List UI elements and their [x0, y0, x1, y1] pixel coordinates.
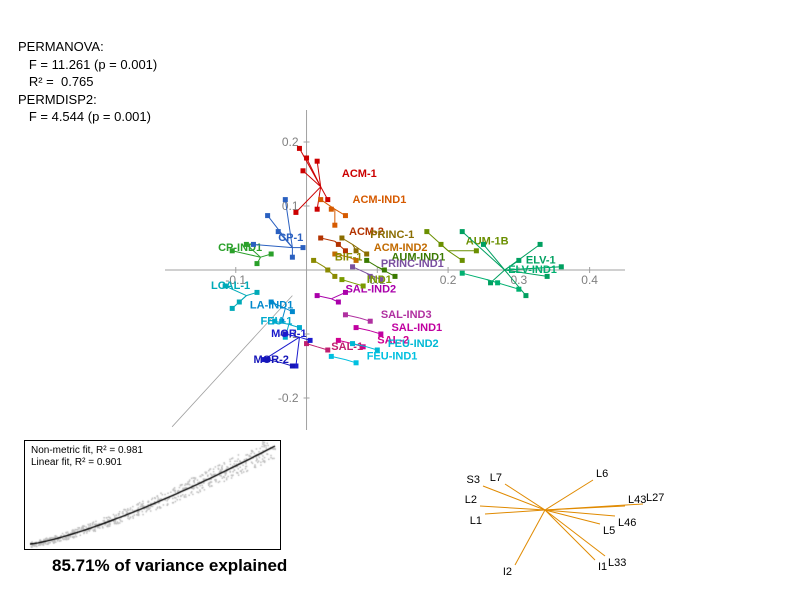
svg-text:0.4: 0.4	[581, 273, 598, 287]
svg-text:MOR-2: MOR-2	[253, 354, 288, 366]
shepard-inset: Non-metric fit, R² = 0.981 Linear fit, R…	[24, 440, 281, 550]
svg-text:L5: L5	[603, 525, 615, 537]
svg-text:LA-IND1: LA-IND1	[250, 299, 293, 311]
svg-text:L46: L46	[618, 517, 636, 529]
svg-text:PRINC-1: PRINC-1	[370, 229, 414, 241]
svg-text:0.2: 0.2	[440, 273, 457, 287]
inset-nonmetric: Non-metric fit, R² = 0.981	[31, 445, 143, 457]
svg-text:0.2: 0.2	[282, 135, 299, 149]
svg-text:AUM-1B: AUM-1B	[466, 235, 509, 247]
svg-text:S3: S3	[467, 474, 480, 486]
svg-text:L27: L27	[646, 492, 664, 504]
svg-text:CP-1: CP-1	[278, 232, 303, 244]
svg-text:-0.2: -0.2	[278, 391, 299, 405]
svg-text:ACM-1: ACM-1	[342, 168, 377, 180]
svg-text:L6: L6	[596, 468, 608, 480]
svg-text:L43: L43	[628, 494, 646, 506]
svg-text:L7: L7	[490, 472, 502, 484]
svg-text:PRINC-IND1: PRINC-IND1	[381, 258, 444, 270]
svg-text:SAL-IND3: SAL-IND3	[381, 309, 432, 321]
svg-text:I2: I2	[503, 566, 512, 578]
svg-text:L2: L2	[465, 494, 477, 506]
svg-text:SAL-1: SAL-1	[331, 341, 363, 353]
variance-explained: 85.71% of variance explained	[52, 556, 287, 576]
inset-linear: Linear fit, R² = 0.901	[31, 457, 122, 469]
svg-text:MOR-1: MOR-1	[271, 328, 306, 340]
svg-text:BIF-1: BIF-1	[335, 251, 363, 263]
svg-text:FEU-IND1: FEU-IND1	[367, 351, 418, 363]
svg-text:L33: L33	[608, 557, 626, 569]
svg-text:FEU-1: FEU-1	[261, 315, 293, 327]
svg-text:L1: L1	[470, 515, 482, 527]
svg-text:SAL-IND1: SAL-IND1	[391, 322, 442, 334]
svg-text:ACM-IND1: ACM-IND1	[353, 194, 407, 206]
svg-text:ELV-IND1: ELV-IND1	[508, 264, 557, 276]
svg-text:FEU-IND2: FEU-IND2	[388, 338, 439, 350]
svg-text:IND1: IND1	[367, 274, 392, 286]
svg-text:I1: I1	[598, 561, 607, 573]
svg-text:LCAL-1: LCAL-1	[211, 280, 250, 292]
